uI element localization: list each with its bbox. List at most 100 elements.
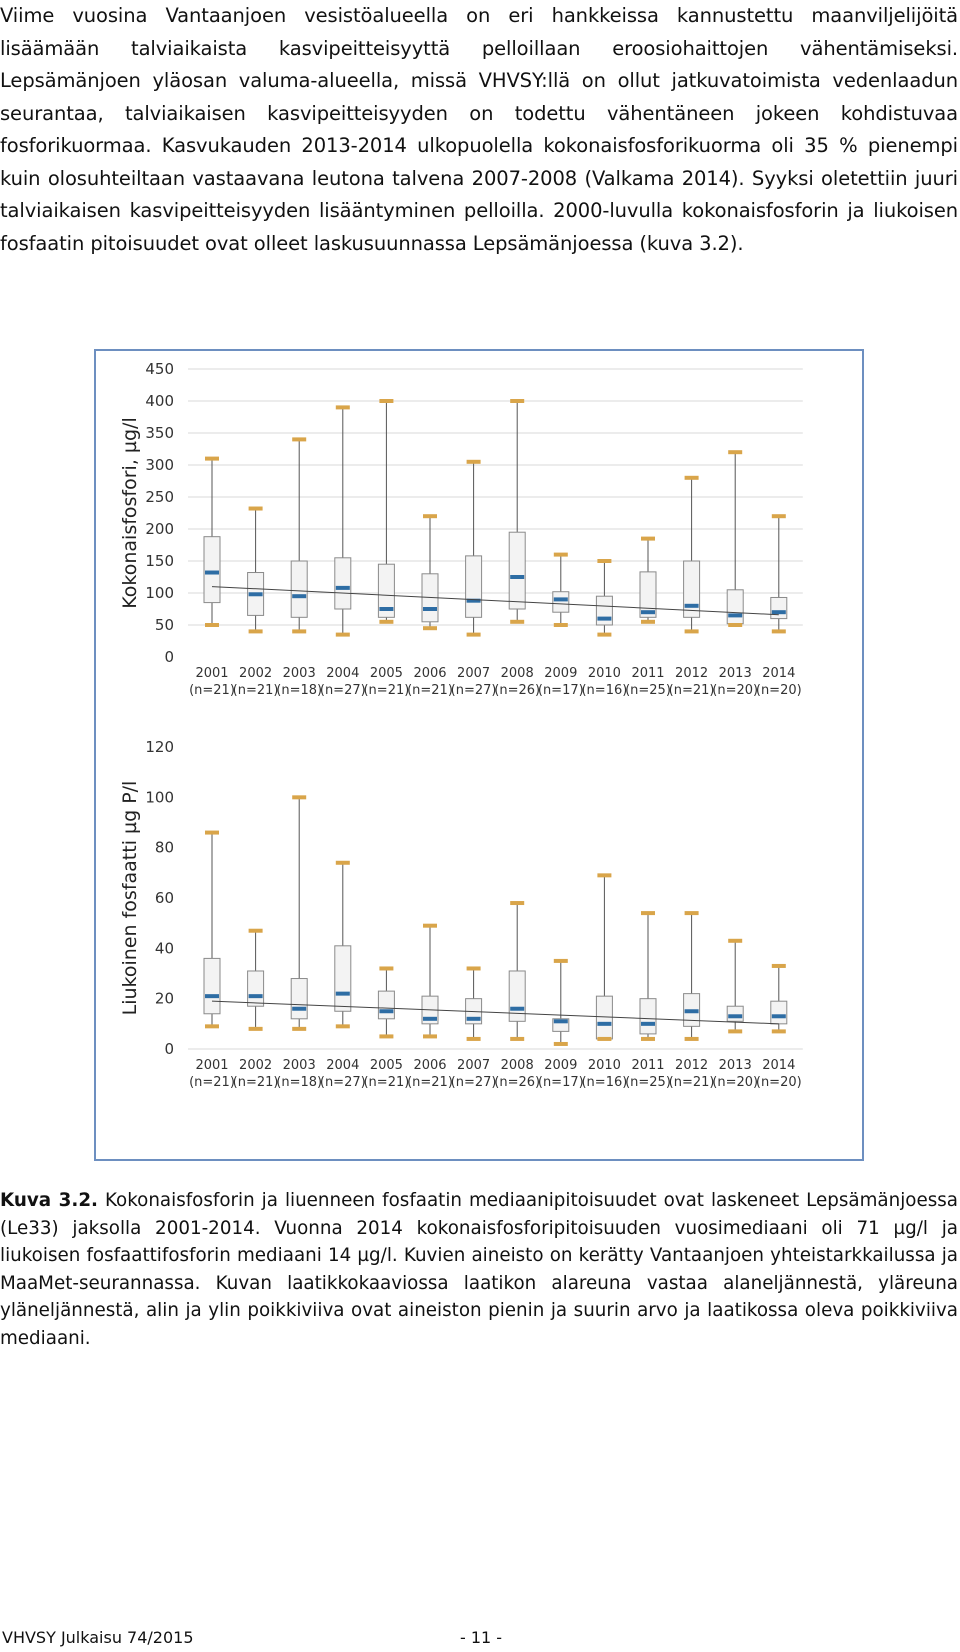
min-cap bbox=[423, 626, 437, 631]
y-tick-label: 150 bbox=[145, 552, 174, 570]
median-marker bbox=[684, 603, 699, 608]
min-cap bbox=[771, 1029, 786, 1034]
x-tick-n: (n=21) bbox=[363, 1075, 409, 1090]
box-iqr bbox=[203, 536, 221, 604]
max-cap bbox=[641, 536, 655, 541]
box-iqr bbox=[726, 589, 744, 625]
min-cap bbox=[510, 619, 525, 624]
max-cap bbox=[205, 456, 219, 461]
x-tick-year: 2005 bbox=[370, 1058, 403, 1073]
median-marker bbox=[379, 607, 394, 611]
box-iqr bbox=[639, 998, 657, 1035]
median-marker bbox=[205, 570, 219, 575]
median-marker bbox=[597, 616, 612, 621]
min-cap bbox=[335, 632, 350, 637]
x-tick-year: 2002 bbox=[239, 666, 272, 681]
trend-line bbox=[211, 586, 779, 616]
x-tick-n: (n=17) bbox=[538, 683, 584, 698]
box-iqr bbox=[639, 571, 657, 618]
max-cap bbox=[335, 860, 350, 865]
median-marker bbox=[248, 994, 263, 999]
max-cap bbox=[335, 405, 350, 410]
x-tick-year: 2008 bbox=[501, 1058, 534, 1073]
median-marker bbox=[771, 1014, 786, 1019]
max-cap bbox=[248, 506, 263, 511]
y-tick-label: 450 bbox=[145, 360, 174, 378]
x-tick-n: (n=21) bbox=[233, 683, 279, 698]
x-tick-year: 2011 bbox=[631, 1058, 664, 1073]
y-axis-label: Liukoinen fosfaatti µg P/l bbox=[119, 781, 141, 1016]
max-cap bbox=[510, 901, 525, 906]
median-marker bbox=[641, 1021, 655, 1026]
y-tick-label: 200 bbox=[145, 520, 174, 538]
x-tick-year: 2006 bbox=[413, 1058, 446, 1073]
min-cap bbox=[466, 1036, 481, 1041]
max-cap bbox=[423, 923, 437, 928]
max-cap bbox=[553, 552, 568, 557]
x-tick-n: (n=17) bbox=[538, 1075, 584, 1090]
min-cap bbox=[641, 1036, 655, 1041]
max-cap bbox=[771, 514, 786, 519]
x-tick-year: 2009 bbox=[544, 1058, 577, 1073]
x-tick-year: 2014 bbox=[762, 666, 795, 681]
min-cap bbox=[771, 629, 786, 634]
x-tick-year: 2008 bbox=[501, 666, 534, 681]
y-tick-label: 0 bbox=[164, 648, 174, 666]
min-cap bbox=[684, 629, 699, 634]
min-cap bbox=[335, 1024, 350, 1029]
median-marker bbox=[423, 1016, 437, 1021]
max-cap bbox=[597, 559, 612, 563]
max-cap bbox=[597, 873, 612, 878]
x-tick-year: 2013 bbox=[719, 666, 752, 681]
trend-line bbox=[211, 1000, 779, 1025]
body-paragraph: Viime vuosina Vantaanjoen vesistöalueell… bbox=[0, 4, 958, 255]
x-tick-year: 2007 bbox=[457, 666, 490, 681]
max-cap bbox=[379, 966, 394, 971]
box-iqr bbox=[770, 1000, 788, 1025]
box-iqr bbox=[465, 555, 483, 618]
x-tick-n: (n=16) bbox=[581, 1075, 627, 1090]
x-tick-n: (n=18) bbox=[276, 683, 322, 698]
box-iqr bbox=[334, 945, 352, 1012]
x-tick-n: (n=27) bbox=[320, 683, 366, 698]
box-iqr bbox=[552, 591, 570, 613]
median-marker bbox=[553, 597, 568, 602]
median-marker bbox=[553, 1019, 568, 1024]
min-cap bbox=[292, 1026, 307, 1031]
x-tick-year: 2010 bbox=[588, 1058, 621, 1073]
max-cap bbox=[248, 928, 263, 933]
median-marker bbox=[728, 1014, 743, 1019]
figure-frame: 0 50 100 150 200 250 300 350 400 450 Kokonaisfosfo… bbox=[94, 349, 864, 1161]
min-cap bbox=[510, 1036, 525, 1041]
y-tick-label: 120 bbox=[145, 738, 174, 756]
median-marker bbox=[335, 991, 350, 996]
median-marker bbox=[466, 1016, 481, 1021]
box-iqr bbox=[508, 531, 526, 610]
min-cap bbox=[379, 619, 394, 624]
min-cap bbox=[466, 632, 481, 637]
y-tick-label: 100 bbox=[145, 584, 174, 602]
box-iqr bbox=[377, 563, 395, 618]
max-cap bbox=[292, 437, 307, 442]
min-cap bbox=[597, 632, 612, 637]
median-marker bbox=[771, 610, 786, 615]
median-marker bbox=[423, 607, 437, 611]
x-tick-n: (n=25) bbox=[625, 1075, 671, 1090]
box-iqr bbox=[290, 978, 308, 1020]
max-cap bbox=[205, 830, 219, 835]
median-marker bbox=[248, 592, 263, 597]
caption-label: Kuva 3.2. bbox=[0, 1190, 98, 1211]
x-tick-n: (n=20) bbox=[712, 1075, 758, 1090]
x-tick-n: (n=20) bbox=[756, 1075, 802, 1090]
min-cap bbox=[728, 1029, 743, 1034]
min-cap bbox=[205, 623, 219, 627]
y-tick-label: 250 bbox=[145, 488, 174, 506]
max-cap bbox=[728, 938, 743, 943]
x-tick-n: (n=21) bbox=[669, 683, 715, 698]
x-tick-n: (n=26) bbox=[494, 1075, 540, 1090]
x-tick-year: 2007 bbox=[457, 1058, 490, 1073]
min-cap bbox=[684, 1036, 699, 1041]
max-cap bbox=[379, 399, 394, 403]
max-cap bbox=[292, 795, 307, 800]
x-tick-year: 2013 bbox=[719, 1058, 752, 1073]
